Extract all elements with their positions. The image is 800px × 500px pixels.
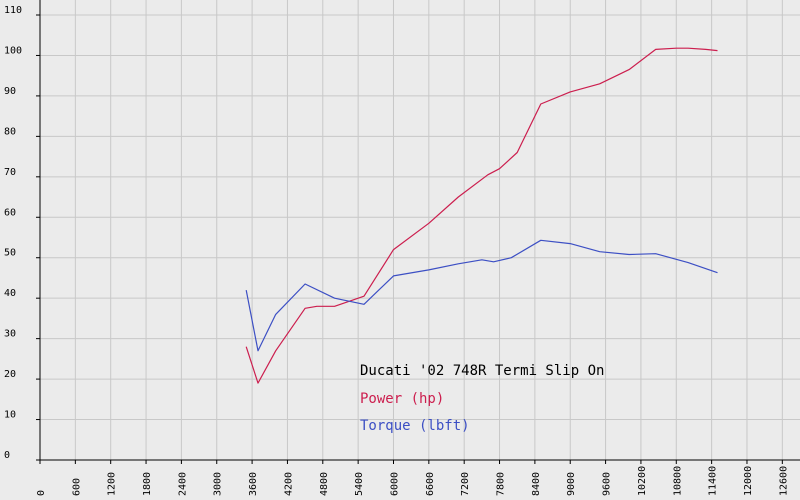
x-tick-labels: 0 600 1200 1800 2400 3000 3600 4200 4800 5400 6000… [36, 466, 789, 496]
y-tick-labels: 0 10 20 30 40 50 60 70 80 90 100 110 [4, 5, 22, 461]
x-tick-label: 1800 [142, 472, 153, 496]
x-tick-label: 8400 [531, 472, 542, 496]
x-tick-label: 9600 [602, 472, 613, 496]
grid [40, 0, 800, 460]
power-line [245, 47, 718, 384]
y-tick-label: 0 [4, 450, 10, 461]
x-tick-label: 6000 [389, 472, 400, 496]
legend-power-label: Power (hp) [360, 391, 444, 407]
y-tick-label: 20 [4, 369, 16, 380]
x-tick-label: 4800 [319, 472, 330, 496]
y-tick-label: 10 [4, 410, 16, 421]
y-tick-label: 40 [4, 288, 16, 299]
x-tick-label: 6600 [425, 472, 436, 496]
x-tick-label: 7800 [496, 472, 507, 496]
x-tick-label: 7200 [460, 472, 471, 496]
x-tick-label: 3600 [248, 472, 259, 496]
y-tick-label: 100 [4, 45, 22, 56]
x-tick-label: 3000 [213, 472, 224, 496]
x-tick-label: 600 [71, 478, 82, 496]
x-tick-label: 12000 [743, 466, 754, 496]
x-tick-label: 1200 [107, 472, 118, 496]
legend: Ducati '02 748R Termi Slip On Power (hp)… [360, 363, 604, 434]
legend-torque-label: Torque (lbft) [360, 418, 470, 434]
x-tick-label: 10800 [672, 466, 683, 496]
x-tick-label: 5400 [354, 472, 365, 496]
x-tick-label: 2400 [177, 472, 188, 496]
x-tick-label: 4200 [283, 472, 294, 496]
axes [36, 0, 800, 464]
y-tick-label: 110 [4, 5, 22, 16]
x-tick-label: 11400 [708, 466, 719, 496]
torque-line [245, 239, 718, 352]
y-tick-label: 80 [4, 126, 16, 137]
y-tick-label: 60 [4, 207, 16, 218]
series-lines [245, 47, 718, 384]
x-tick-label: 10200 [637, 466, 648, 496]
y-tick-label: 70 [4, 167, 16, 178]
chart-title: Ducati '02 748R Termi Slip On [360, 363, 604, 379]
x-tick-label: 9000 [566, 472, 577, 496]
y-tick-label: 30 [4, 329, 16, 340]
y-tick-label: 90 [4, 86, 16, 97]
x-tick-label: 12600 [778, 466, 789, 496]
y-tick-label: 50 [4, 248, 16, 259]
x-tick-label: 0 [36, 490, 47, 496]
